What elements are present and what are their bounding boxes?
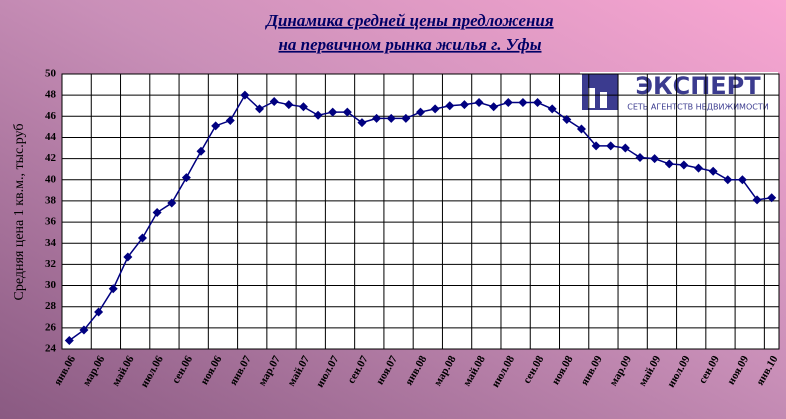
data-marker: [152, 208, 162, 218]
data-marker: [430, 104, 440, 114]
data-marker: [255, 104, 265, 114]
plot-area: [61, 73, 780, 350]
y-tick-label: 48: [45, 89, 57, 101]
logo-subtitle: СЕТЬ АГЕНТСТВ НЕДВИЖИМОСТИ: [627, 103, 768, 112]
data-marker: [211, 121, 221, 131]
data-marker: [547, 104, 557, 114]
data-marker: [298, 102, 308, 112]
data-marker: [342, 107, 352, 117]
y-tick-label: 44: [45, 131, 57, 143]
y-tick-label: 40: [45, 173, 57, 185]
y-tick-label: 24: [45, 343, 57, 355]
logo-title: ЭКСПЕРТ: [635, 72, 761, 100]
data-marker: [328, 107, 338, 117]
data-marker: [386, 113, 396, 123]
data-marker: [503, 98, 513, 108]
data-marker: [591, 141, 601, 151]
y-tick-label: 38: [45, 194, 57, 206]
data-marker: [459, 100, 469, 110]
data-marker: [137, 233, 147, 243]
y-tick-label: 46: [45, 110, 57, 122]
logo: ЭКСПЕРТ СЕТЬ АГЕНТСТВ НЕДВИЖИМОСТИ: [580, 72, 778, 114]
data-marker: [767, 193, 777, 203]
data-marker: [313, 110, 323, 120]
y-axis-label: Средняя цена 1 кв.м., тыс.руб: [12, 123, 27, 300]
data-marker: [518, 98, 528, 108]
data-marker: [606, 141, 616, 151]
data-marker: [445, 101, 455, 111]
data-marker: [664, 159, 674, 169]
data-marker: [635, 153, 645, 163]
data-marker: [269, 97, 279, 106]
data-marker: [181, 173, 191, 183]
logo-icon: [588, 88, 595, 108]
data-marker: [620, 143, 630, 153]
y-tick-label: 28: [45, 300, 57, 312]
data-marker: [679, 160, 689, 170]
data-marker: [64, 336, 74, 346]
data-marker: [401, 113, 411, 123]
data-marker: [533, 98, 543, 108]
data-marker: [94, 307, 104, 317]
chart-title: на первичном рынка жилья г. Уфы: [278, 35, 541, 54]
chart-title: Динамика средней цены предложения: [264, 11, 554, 30]
data-marker: [108, 284, 118, 294]
data-marker: [225, 116, 235, 126]
y-tick-label: 32: [45, 258, 57, 270]
y-tick-label: 36: [45, 216, 57, 228]
y-tick-label: 50: [45, 68, 57, 80]
data-marker: [650, 154, 660, 164]
data-marker: [737, 175, 747, 185]
data-marker: [196, 146, 206, 156]
data-marker: [167, 198, 177, 208]
data-marker: [562, 114, 572, 124]
y-tick-label: 34: [45, 237, 57, 249]
data-marker: [240, 90, 250, 100]
data-marker: [79, 325, 89, 335]
data-marker: [284, 100, 294, 110]
data-marker: [694, 163, 704, 173]
data-marker: [123, 252, 133, 262]
y-tick-label: 42: [45, 152, 57, 164]
data-marker: [357, 118, 367, 128]
logo-icon: [600, 92, 607, 108]
data-marker: [723, 175, 733, 185]
y-tick-label: 26: [45, 321, 57, 333]
y-tick-label: 30: [45, 279, 57, 291]
data-marker: [708, 166, 718, 176]
data-marker: [416, 107, 425, 117]
data-marker: [489, 102, 499, 112]
data-marker: [752, 195, 762, 205]
data-marker: [576, 124, 586, 134]
data-marker: [474, 98, 484, 108]
data-marker: [372, 113, 382, 123]
